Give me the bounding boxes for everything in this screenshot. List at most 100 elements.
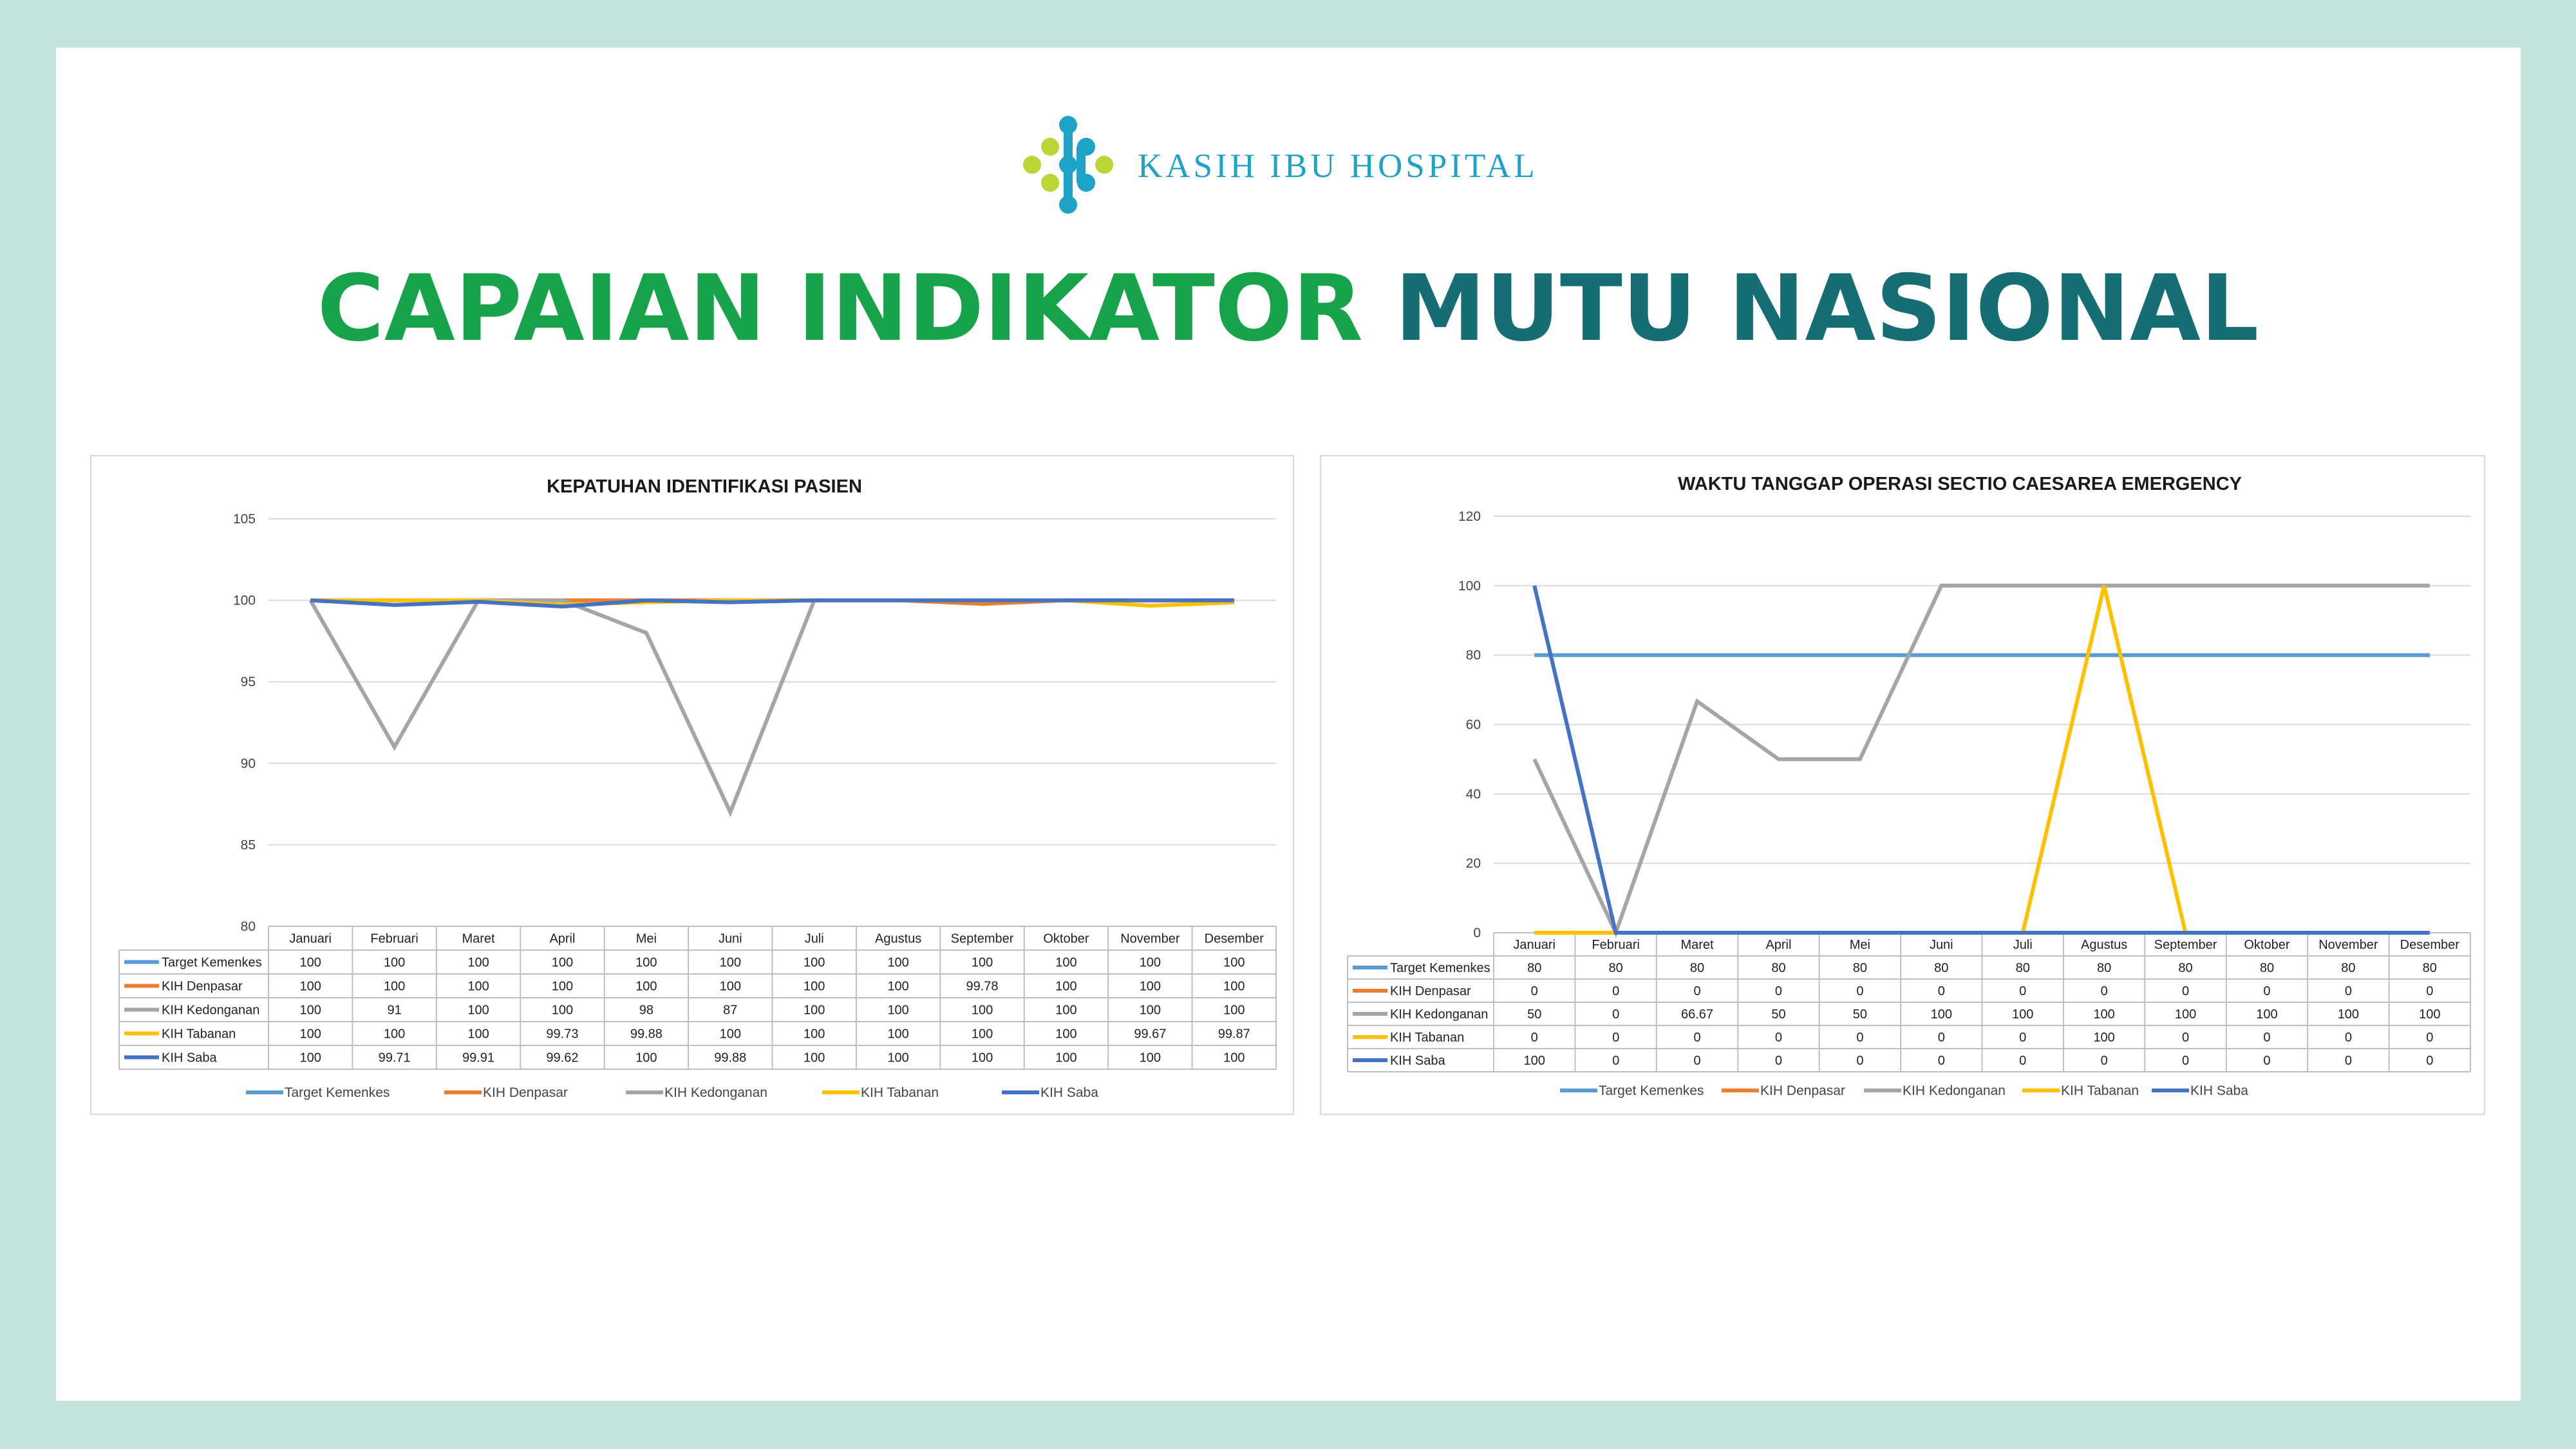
left-x-tick-label: Desember bbox=[1205, 932, 1264, 946]
left-data-label: 100 bbox=[552, 1004, 573, 1018]
right-data-label: 0 bbox=[2019, 1054, 2026, 1068]
right-data-label: 0 bbox=[1612, 1054, 1619, 1068]
right-data-label: 0 bbox=[2426, 1031, 2433, 1045]
right-series-line bbox=[1534, 585, 2430, 935]
left-data-label: 100 bbox=[1140, 956, 1161, 970]
right-x-tick-label: Februari bbox=[1592, 938, 1639, 952]
page-title: CAPAIAN INDIKATOR MUTU NASIONAL bbox=[0, 248, 2576, 370]
left-data-label: 100 bbox=[804, 1027, 825, 1042]
right-x-tick-label: September bbox=[2154, 938, 2217, 952]
left-data-label: 100 bbox=[1055, 980, 1076, 994]
right-x-tick-label: Mei bbox=[1850, 938, 1870, 952]
left-data-label: 100 bbox=[720, 980, 741, 994]
left-legend-label: KIH Saba bbox=[1040, 1085, 1098, 1100]
left-data-label: 99.71 bbox=[379, 1051, 411, 1065]
right-data-label: 0 bbox=[1856, 1031, 1863, 1045]
left-legend-label: Target Kemenkes bbox=[285, 1085, 390, 1100]
right-data-label: 80 bbox=[2178, 961, 2192, 975]
right-chart-title: WAKTU TANGGAP OPERASI SECTIO CAESAREA EM… bbox=[1678, 474, 2242, 494]
right-data-label: 0 bbox=[1856, 1054, 1863, 1068]
right-data-label: 0 bbox=[1693, 984, 1700, 998]
right-x-tick-label: Juli bbox=[2013, 938, 2033, 952]
left-data-label: 99.88 bbox=[714, 1051, 746, 1065]
right-data-label: 0 bbox=[2263, 984, 2270, 998]
left-y-tick-label: 100 bbox=[233, 594, 256, 608]
left-data-label: 100 bbox=[804, 956, 825, 970]
right-data-label: 80 bbox=[1853, 961, 1867, 975]
left-data-label: 100 bbox=[300, 1004, 321, 1018]
right-data-label: 0 bbox=[1775, 1054, 1782, 1068]
left-x-tick-label: Juli bbox=[805, 932, 824, 946]
left-x-tick-label: November bbox=[1120, 932, 1180, 946]
left-legend-label: KIH Denpasar bbox=[483, 1085, 568, 1100]
right-data-label: 50 bbox=[1771, 1007, 1785, 1022]
left-y-tick-label: 90 bbox=[241, 756, 256, 771]
left-data-label: 100 bbox=[1140, 1004, 1161, 1018]
left-data-label: 100 bbox=[300, 1027, 321, 1042]
chart-panel-kepatuhan: KEPATUHAN IDENTIFIKASI PASIEN 80 85 90 95 100… bbox=[90, 455, 1294, 1115]
right-data-label: 50 bbox=[1527, 1007, 1541, 1022]
right-data-label: 0 bbox=[2019, 984, 2026, 998]
left-data-label: 100 bbox=[300, 980, 321, 994]
right-legend-label: KIH Kedonganan bbox=[1903, 1083, 2006, 1098]
right-y-tick-label: 0 bbox=[1473, 926, 1481, 940]
right-data-label: 0 bbox=[2019, 1031, 2026, 1045]
right-table-series-name: KIH Tabanan bbox=[1390, 1031, 1464, 1045]
left-data-label: 99.67 bbox=[1134, 1027, 1166, 1042]
left-data-label: 100 bbox=[887, 1051, 908, 1065]
right-data-label: 0 bbox=[2345, 984, 2352, 998]
left-data-label: 100 bbox=[1223, 1004, 1245, 1018]
left-data-label: 100 bbox=[1223, 1051, 1245, 1065]
logo-text: KASIH IBU HOSPITAL bbox=[1138, 147, 1538, 185]
left-data-label: 100 bbox=[972, 956, 993, 970]
right-data-label: 66.67 bbox=[1681, 1007, 1713, 1022]
left-data-label: 100 bbox=[804, 1051, 825, 1065]
right-data-label: 80 bbox=[1690, 961, 1704, 975]
right-data-label: 0 bbox=[1531, 1031, 1538, 1045]
left-x-tick-label: Maret bbox=[462, 932, 495, 946]
right-data-label: 0 bbox=[1938, 1054, 1945, 1068]
left-data-label: 100 bbox=[972, 1004, 993, 1018]
left-data-label: 100 bbox=[972, 1027, 993, 1042]
left-data-label: 100 bbox=[1223, 980, 1245, 994]
left-data-label: 100 bbox=[887, 980, 908, 994]
right-data-label: 0 bbox=[2101, 1054, 2108, 1068]
left-table-series-name: Target Kemenkes bbox=[162, 956, 262, 970]
right-data-label: 0 bbox=[1856, 984, 1863, 998]
left-x-tick-label: April bbox=[549, 932, 575, 946]
left-data-label: 100 bbox=[467, 1004, 489, 1018]
right-x-tick-label: Juni bbox=[1930, 938, 1953, 952]
right-data-label: 0 bbox=[2182, 1054, 2189, 1068]
left-series-line bbox=[308, 598, 1234, 818]
chart-waktu-tanggap-svg: WAKTU TANGGAP OPERASI SECTIO CAESAREA EM… bbox=[1347, 474, 2471, 1098]
left-table-series-name: KIH Kedonganan bbox=[162, 1004, 259, 1018]
right-data-label: 0 bbox=[2426, 984, 2433, 998]
right-y-tick-label: 20 bbox=[1466, 856, 1481, 871]
right-x-tick-label: Oktober bbox=[2244, 938, 2289, 952]
chart-panel-waktu-tanggap: WAKTU TANGGAP OPERASI SECTIO CAESAREA EM… bbox=[1320, 455, 2485, 1115]
right-y-tick-label: 40 bbox=[1466, 787, 1481, 801]
right-data-label: 100 bbox=[2093, 1007, 2114, 1022]
right-data-label: 100 bbox=[2093, 1031, 2114, 1045]
right-table-series-name: KIH Kedonganan bbox=[1390, 1007, 1488, 1022]
right-data-label: 80 bbox=[2423, 961, 2437, 975]
left-data-label: 100 bbox=[467, 1027, 489, 1042]
right-data-label: 100 bbox=[1931, 1007, 1952, 1022]
left-data-label: 100 bbox=[552, 980, 573, 994]
right-data-label: 0 bbox=[1938, 984, 1945, 998]
left-data-label: 100 bbox=[300, 1051, 321, 1065]
left-table-series-name: KIH Denpasar bbox=[162, 980, 243, 994]
left-data-label: 100 bbox=[804, 1004, 825, 1018]
left-data-label: 100 bbox=[300, 956, 321, 970]
right-series-line bbox=[1532, 585, 2430, 935]
right-data-label: 80 bbox=[2016, 961, 2030, 975]
right-legend-label: KIH Saba bbox=[2190, 1083, 2248, 1098]
left-data-label: 99.73 bbox=[546, 1027, 578, 1042]
left-data-label: 100 bbox=[467, 980, 489, 994]
right-data-label: 80 bbox=[1609, 961, 1623, 975]
left-data-label: 100 bbox=[887, 956, 908, 970]
left-data-label: 100 bbox=[635, 956, 657, 970]
right-data-label: 80 bbox=[1527, 961, 1541, 975]
left-x-tick-label: Februari bbox=[370, 932, 418, 946]
left-data-label: 100 bbox=[887, 1027, 908, 1042]
